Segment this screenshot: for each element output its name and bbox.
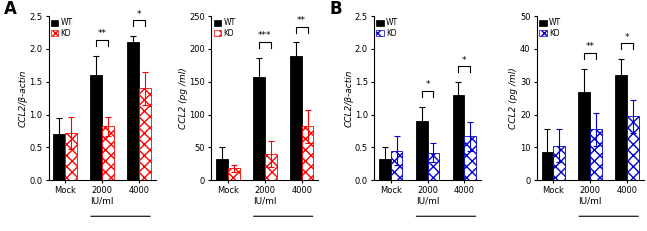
Bar	[216, 159, 228, 180]
Bar	[542, 152, 553, 180]
Text: **: **	[297, 16, 306, 25]
Legend: WT, KO: WT, KO	[375, 18, 399, 38]
Bar	[553, 146, 565, 180]
Bar	[379, 159, 391, 180]
Text: *: *	[425, 80, 430, 89]
Y-axis label: CCL2/β-actin: CCL2/β-actin	[344, 70, 353, 127]
Bar	[453, 95, 465, 180]
Bar	[578, 92, 590, 180]
X-axis label: IU/ml: IU/ml	[253, 197, 276, 206]
Text: **: **	[586, 43, 595, 52]
Y-axis label: CCL2 (pg /ml): CCL2 (pg /ml)	[179, 67, 188, 129]
Bar	[428, 153, 439, 180]
Bar	[91, 75, 102, 180]
X-axis label: IU/ml: IU/ml	[416, 197, 439, 206]
Bar	[391, 151, 402, 180]
X-axis label: IU/ml: IU/ml	[578, 197, 602, 206]
Text: ***: ***	[258, 31, 272, 40]
Bar	[65, 133, 77, 180]
Bar	[139, 88, 151, 180]
Bar	[253, 77, 265, 180]
Bar	[465, 136, 476, 180]
Y-axis label: CCL2/β-actin: CCL2/β-actin	[19, 70, 28, 127]
Bar	[627, 116, 639, 180]
Bar	[54, 134, 65, 180]
Bar	[615, 75, 627, 180]
Bar	[302, 126, 313, 180]
Bar	[416, 121, 428, 180]
Text: *: *	[462, 55, 466, 64]
Legend: WT, KO: WT, KO	[538, 18, 562, 38]
Text: **: **	[98, 29, 107, 38]
Text: A: A	[4, 0, 16, 18]
Bar	[228, 168, 239, 180]
Bar	[102, 126, 114, 180]
Text: *: *	[137, 10, 141, 19]
Y-axis label: CCL2 (pg /ml): CCL2 (pg /ml)	[509, 67, 518, 129]
Legend: WT, KO: WT, KO	[213, 18, 236, 38]
Legend: WT, KO: WT, KO	[50, 18, 74, 38]
Bar	[127, 43, 139, 180]
Text: B: B	[329, 0, 342, 18]
Bar	[290, 55, 302, 180]
Bar	[590, 129, 602, 180]
X-axis label: IU/ml: IU/ml	[91, 197, 114, 206]
Bar	[265, 154, 276, 180]
Text: *: *	[625, 33, 630, 42]
